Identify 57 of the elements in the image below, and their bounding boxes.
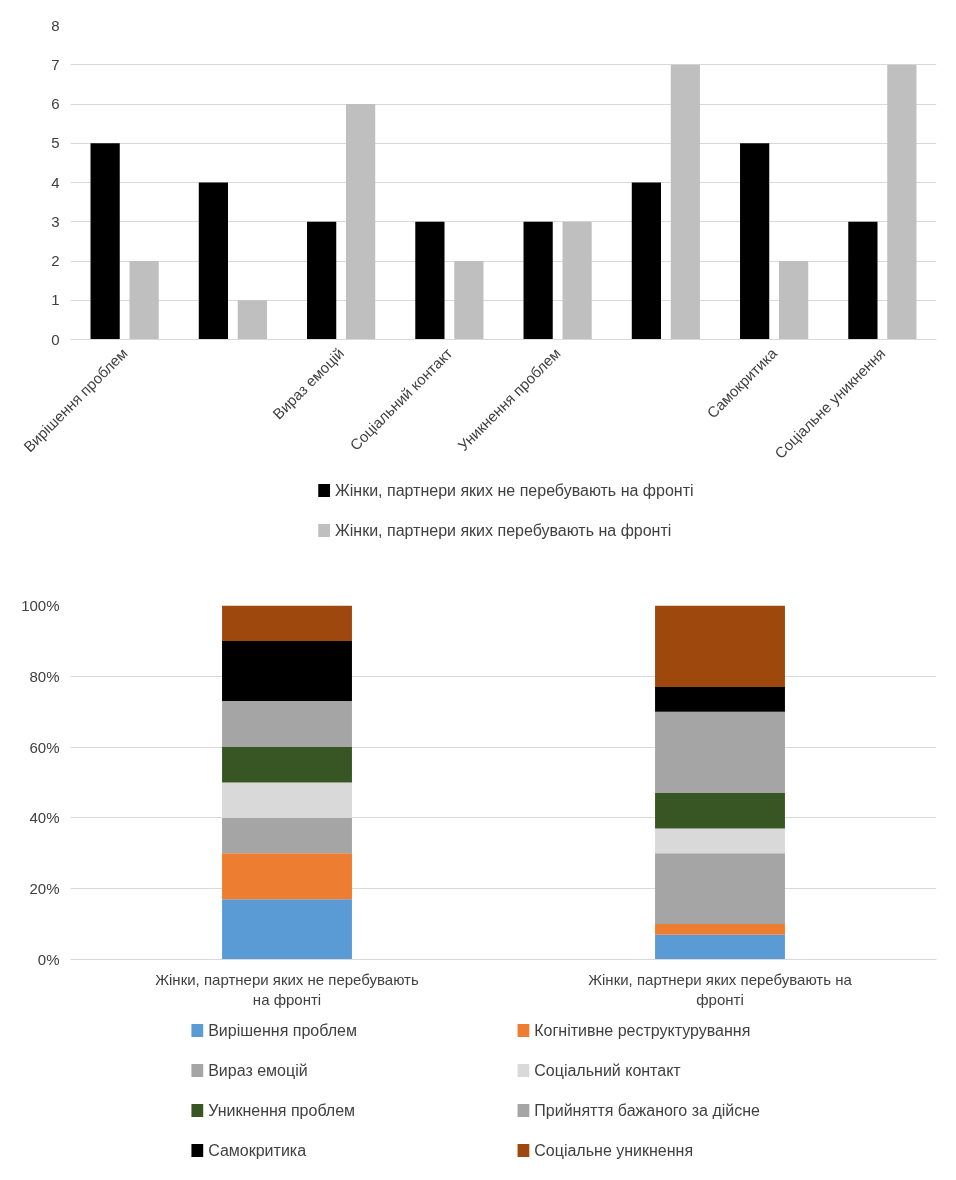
bar (307, 221, 337, 340)
bar (848, 221, 878, 340)
bar (655, 711, 785, 794)
bar (222, 817, 352, 854)
legend-label: Соціальний контакт (534, 1062, 682, 1079)
bar (655, 605, 785, 687)
bar (655, 934, 785, 960)
y-tick-label: 40% (29, 809, 60, 827)
legend-label: Уникнення проблем (208, 1102, 356, 1119)
bar (454, 261, 484, 340)
bar (222, 899, 352, 960)
legend-label: Жінки, партнери яких не перебувають на фронті (335, 482, 694, 499)
legend-label: Соціальне уникнення (534, 1142, 694, 1159)
bar (740, 143, 770, 340)
bar (631, 182, 661, 340)
bar (222, 605, 352, 641)
y-tick-label: 3 (51, 212, 60, 230)
bar (562, 221, 592, 340)
y-tick-label: 0% (37, 951, 60, 968)
bar (222, 640, 352, 702)
bar (90, 143, 120, 340)
bar (779, 261, 809, 340)
bar (655, 853, 785, 925)
bar (415, 221, 445, 340)
bar (670, 64, 700, 340)
bar (655, 793, 785, 829)
bar (237, 300, 267, 340)
y-tick-label: 5 (51, 134, 60, 152)
y-tick-label: 0 (51, 330, 60, 348)
bar (655, 828, 785, 854)
bar (523, 221, 553, 340)
y-tick-label: 2 (51, 252, 60, 269)
legend-label: Прийняття бажаного за дійсне (534, 1102, 761, 1119)
y-tick-label: 8 (51, 16, 60, 34)
bar (222, 853, 352, 900)
y-tick-label: 6 (51, 95, 60, 112)
y-tick-label: 100% (21, 597, 60, 614)
y-tick-label: 80% (29, 667, 60, 685)
y-tick-label: 1 (51, 291, 60, 309)
bar (129, 261, 159, 340)
y-tick-label: 7 (51, 55, 60, 73)
bar (887, 64, 917, 340)
legend-label: Вирішення проблем (208, 1022, 357, 1039)
legend-label: Жінки, партнери яких перебувають на фронті (335, 522, 672, 539)
y-tick-label: 4 (51, 173, 60, 191)
bar (222, 701, 352, 748)
bar (222, 782, 352, 818)
legend-label: Когнітивне реструктурування (534, 1022, 751, 1039)
bar (346, 104, 376, 340)
y-tick-label: 20% (29, 880, 60, 898)
bar (655, 686, 785, 712)
bar (222, 747, 352, 783)
legend-label: Вираз емоцій (208, 1062, 308, 1079)
y-tick-label: 60% (29, 738, 60, 756)
bar (655, 924, 785, 935)
bar (198, 182, 228, 340)
legend-label: Самокритика (208, 1142, 307, 1159)
